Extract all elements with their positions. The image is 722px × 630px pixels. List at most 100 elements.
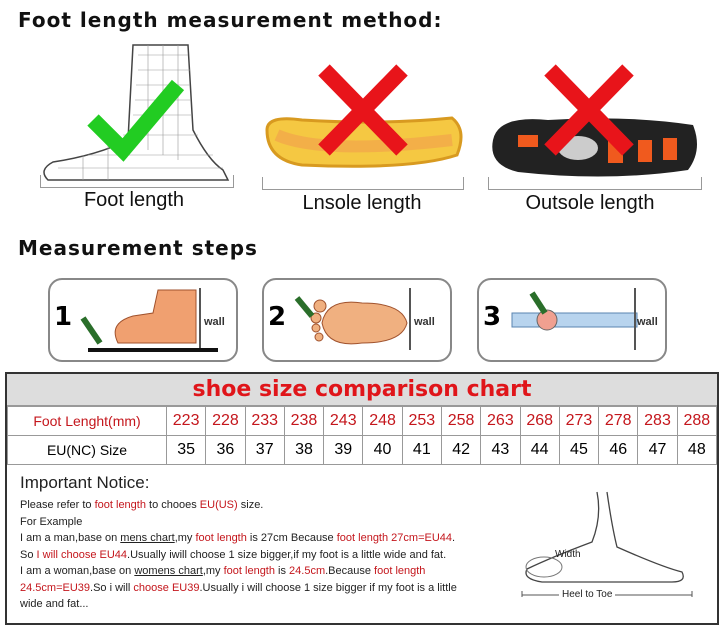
method-label-outsole-length: Outsole length: [525, 192, 655, 214]
highlighted-text: 24.5cm=EU39: [20, 581, 91, 594]
eu-size-cell: 37: [244, 435, 285, 465]
step-3: 3 wall: [477, 278, 667, 362]
notice-text-segment: For Example: [20, 515, 83, 528]
eu-size-cell: 38: [283, 435, 325, 465]
underlined-text: mens chart: [120, 532, 175, 544]
size-table: Foot Lenght(mm) 223 228 233 238 243 248 253 258…: [7, 406, 718, 465]
foot-top-illustration: [294, 288, 411, 350]
highlighted-text: foot length: [374, 565, 426, 577]
row-label: Foot Lenght(mm): [7, 406, 167, 436]
notice-text-segment: So: [20, 548, 37, 561]
step-1: 1 wall: [48, 278, 238, 362]
row-label: EU(NC) Size: [7, 435, 167, 465]
notice-text-segment: size.: [237, 499, 264, 511]
size-chart: shoe size comparison chart Foot Lenght(m…: [5, 372, 719, 625]
section-title-measurement-method: Foot length measurement method:: [18, 8, 443, 32]
outsole-illustration: [492, 64, 697, 177]
eu-size-cell: 46: [598, 435, 639, 465]
ruler-illustration: [511, 288, 638, 350]
step-2: 2 wall: [262, 278, 452, 362]
foot-length-cell: 248: [362, 406, 403, 436]
notice-text: Please refer to foot length to chooes EU…: [20, 497, 510, 613]
notice-text-segment: wide and fat...: [20, 598, 89, 610]
eu-size-cell: 43: [480, 435, 521, 465]
wall-label: wall: [414, 316, 435, 328]
highlighted-text: 24.5cm: [289, 565, 326, 577]
notice-text-segment: .Usually i will choose 1 size bigger if …: [199, 581, 457, 594]
underlined-text: womens chart: [134, 565, 203, 577]
method-label-insole-length: Lnsole length: [302, 192, 422, 214]
foot-length-row: Foot Lenght(mm) 223 228 233 238 243 248 253 258…: [7, 406, 718, 436]
foot-length-cell: 258: [440, 406, 482, 436]
highlighted-text: foot length: [195, 532, 247, 544]
notice-line: I am a woman,base on womens chart,my foo…: [20, 563, 510, 580]
foot-illustration: [43, 44, 230, 181]
eu-size-cell: 45: [558, 435, 600, 465]
highlighted-text: I will choose EU44: [36, 548, 128, 561]
step-number: 3: [483, 302, 502, 332]
notice-text-segment: .Usually iwill choose 1 size bigger,if m…: [127, 548, 447, 561]
foot-length-cell: 263: [480, 406, 521, 436]
highlighted-text: foot length 27cm=EU44: [336, 532, 453, 544]
chart-title: shoe size comparison chart: [7, 374, 717, 406]
highlighted-text: EU(US): [199, 499, 238, 511]
foot-length-cell: 228: [205, 406, 246, 436]
notice-text-segment: ,my: [202, 565, 224, 577]
notice-line: 24.5cm=EU39.So i will choose EU39.Usuall…: [20, 580, 510, 597]
notice-text-segment: Please refer to: [20, 499, 95, 511]
eu-size-cell: 47: [637, 435, 678, 465]
notice-text-segment: is: [274, 565, 290, 577]
heel-to-toe-label: Heel to Toe: [559, 589, 616, 600]
notice-text-segment: I am a woman,base on: [20, 565, 135, 577]
highlighted-text: foot length: [223, 565, 275, 577]
foot-length-cell: 268: [519, 406, 560, 436]
cross-icon: [544, 64, 634, 156]
foot-measure-diagram: [521, 491, 693, 597]
notice-text-segment: .: [452, 532, 456, 544]
notice-text-segment: .So i will: [90, 581, 134, 594]
highlighted-text: choose EU39: [133, 581, 200, 594]
notice-line: For Example: [20, 514, 510, 531]
eu-size-cell: 35: [165, 435, 207, 465]
wall-label: wall: [204, 316, 225, 328]
notice-line: So I will choose EU44.Usually iwill choo…: [20, 547, 510, 564]
notice-text-segment: ,my: [174, 532, 196, 544]
notice-text-segment: .Because: [325, 565, 375, 577]
check-icon: [87, 79, 185, 162]
eu-size-row: EU(NC) Size 35 36 37 38 39 40 41 42 43 44 45 46 47 48: [7, 435, 718, 465]
notice-line: wide and fat...: [20, 596, 510, 613]
highlighted-text: foot length: [94, 499, 146, 511]
eu-size-cell: 48: [676, 435, 718, 465]
notice-text-segment: is 27cm Because: [246, 532, 337, 544]
eu-size-cell: 44: [519, 435, 560, 465]
foot-length-cell: 223: [165, 406, 207, 436]
section-title-measurement-steps: Measurement steps: [18, 236, 258, 260]
step-number: 2: [268, 302, 287, 332]
important-notice: Important Notice: Please refer to foot l…: [7, 465, 717, 623]
foot-length-cell: 278: [598, 406, 639, 436]
method-label-foot-length: Foot length: [83, 189, 185, 211]
foot-length-cell: 253: [401, 406, 442, 436]
foot-length-cell: 233: [244, 406, 285, 436]
notice-line: Please refer to foot length to chooes EU…: [20, 497, 510, 514]
foot-length-cell: 273: [558, 406, 600, 436]
insole-illustration: [265, 64, 463, 168]
eu-size-cell: 40: [362, 435, 403, 465]
notice-line: I am a man,base on mens chart,my foot le…: [20, 530, 510, 547]
notice-text-segment: to chooes: [145, 499, 200, 511]
notice-text-segment: I am a man,base on: [20, 532, 121, 544]
wall-label: wall: [637, 316, 658, 328]
eu-size-cell: 39: [323, 435, 364, 465]
eu-size-cell: 36: [205, 435, 246, 465]
notice-title: Important Notice:: [20, 473, 150, 492]
foot-length-cell: 238: [283, 406, 325, 436]
foot-side-illustration: [80, 288, 218, 352]
cross-icon: [318, 64, 408, 156]
foot-length-cell: 283: [637, 406, 678, 436]
foot-length-cell: 288: [676, 406, 718, 436]
foot-length-cell: 243: [323, 406, 364, 436]
step-number: 1: [54, 302, 73, 332]
eu-size-cell: 42: [440, 435, 482, 465]
eu-size-cell: 41: [401, 435, 442, 465]
